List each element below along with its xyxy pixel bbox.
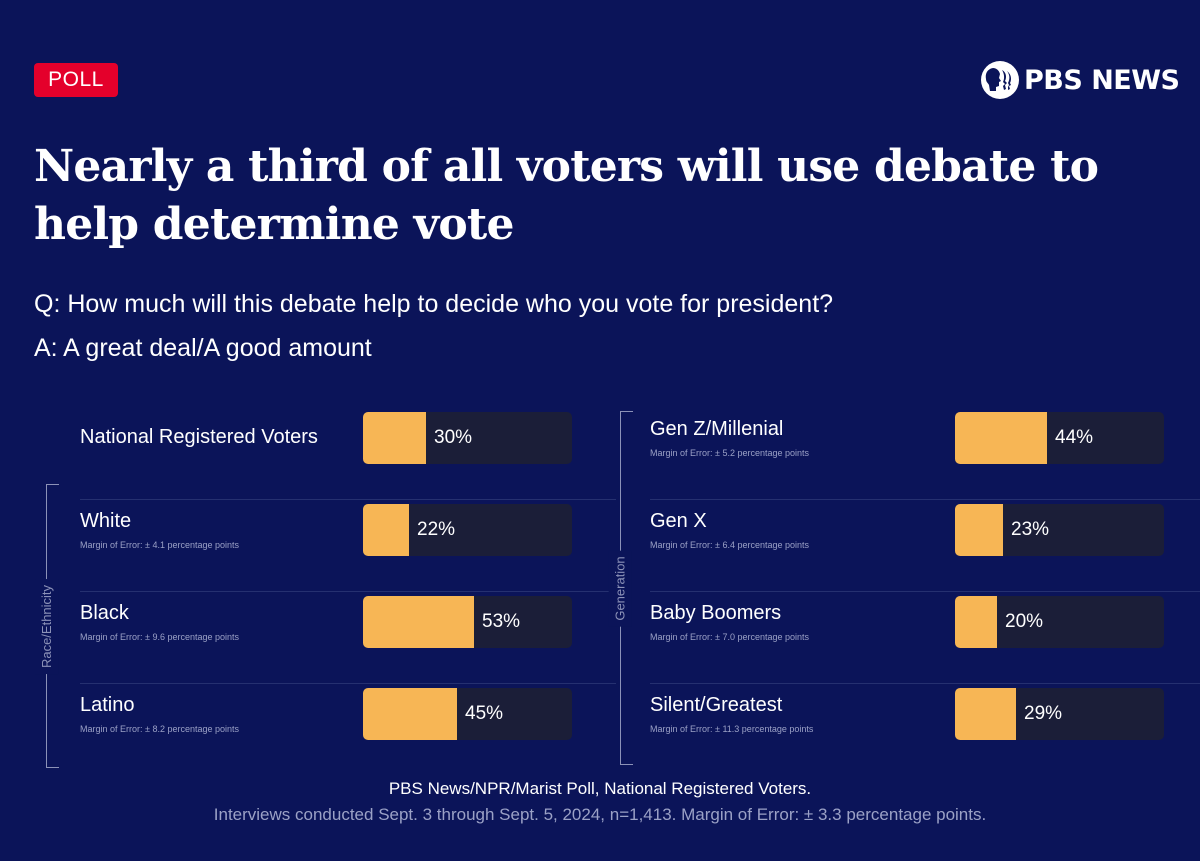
- value-label: 45%: [465, 703, 504, 724]
- group-label: Race/Ethnicity: [34, 578, 58, 674]
- bar-fill: [363, 412, 426, 464]
- chart-title: Nearly a third of all voters will use de…: [34, 141, 1099, 250]
- chart-row: Gen Z/Millenial Margin of Error: ± 5.2 pe…: [650, 408, 1200, 500]
- bar-track: 23%: [955, 504, 1164, 556]
- value-label: 20%: [1005, 611, 1044, 632]
- brand-name: PBS NEWS: [1024, 64, 1180, 96]
- margin-of-error: Margin of Error: ± 4.1 percentage points: [80, 540, 240, 550]
- bar-fill: [955, 688, 1016, 740]
- bar-fill: [363, 688, 457, 740]
- poll-badge: POLL: [34, 63, 118, 97]
- bar-track: 30%: [363, 412, 572, 464]
- row-label: Silent/Greatest: [650, 694, 783, 716]
- chart-row: Black Margin of Error: ± 9.6 percentage p…: [80, 592, 616, 684]
- bar-fill: [955, 596, 997, 648]
- chart-row: White Margin of Error: ± 4.1 percentage p…: [80, 500, 616, 592]
- row-label: Baby Boomers: [650, 602, 782, 624]
- chart-row: Silent/Greatest Margin of Error: ± 11.3 p…: [650, 684, 1200, 776]
- bar-track: 29%: [955, 688, 1164, 740]
- pbs-news-logo: PBS NEWS: [980, 59, 1180, 101]
- row-label: Black: [80, 602, 129, 624]
- margin-of-error: Margin of Error: ± 7.0 percentage points: [650, 632, 810, 642]
- bar-fill: [363, 504, 409, 556]
- value-label: 22%: [417, 519, 456, 540]
- bar-track: 44%: [955, 412, 1164, 464]
- chart-row: Baby Boomers Margin of Error: ± 7.0 perce…: [650, 592, 1200, 684]
- margin-of-error: Margin of Error: ± 5.2 percentage points: [650, 448, 810, 458]
- bar-track: 45%: [363, 688, 572, 740]
- value-label: 44%: [1055, 427, 1094, 448]
- pbs-heads-icon: [981, 61, 1019, 99]
- row-label: Gen X: [650, 510, 707, 532]
- bar-fill: [955, 412, 1047, 464]
- source-text: PBS News/NPR/Marist Poll, National Regis…: [388, 779, 812, 798]
- chart-row: National Registered Voters 30%: [80, 408, 616, 500]
- bar-track: 53%: [363, 596, 572, 648]
- margin-of-error: Margin of Error: ± 9.6 percentage points: [80, 632, 240, 642]
- chart-row: Latino Margin of Error: ± 8.2 percentage …: [80, 684, 616, 776]
- question-text: Q: How much will this debate help to dec…: [34, 290, 834, 318]
- bar-track: 22%: [363, 504, 572, 556]
- margin-of-error: Margin of Error: ± 8.2 percentage points: [80, 724, 240, 734]
- margin-of-error: Margin of Error: ± 11.3 percentage point…: [650, 724, 814, 734]
- row-label: White: [80, 510, 132, 532]
- value-label: 29%: [1024, 703, 1063, 724]
- value-label: 30%: [434, 427, 473, 448]
- answer-text: A: A great deal/A good amount: [34, 334, 372, 362]
- chart-row: Gen X Margin of Error: ± 6.4 percentage p…: [650, 500, 1200, 592]
- row-label: National Registered Voters: [80, 426, 318, 448]
- bar-track: 20%: [955, 596, 1164, 648]
- bar-fill: [955, 504, 1003, 556]
- methodology-note: Interviews conducted Sept. 3 through Sep…: [213, 805, 987, 824]
- margin-of-error: Margin of Error: ± 6.4 percentage points: [650, 540, 810, 550]
- group-label: Generation: [608, 549, 632, 627]
- row-label: Latino: [80, 694, 135, 716]
- bar-fill: [363, 596, 474, 648]
- value-label: 53%: [482, 611, 521, 632]
- row-label: Gen Z/Millenial: [650, 418, 784, 440]
- value-label: 23%: [1011, 519, 1050, 540]
